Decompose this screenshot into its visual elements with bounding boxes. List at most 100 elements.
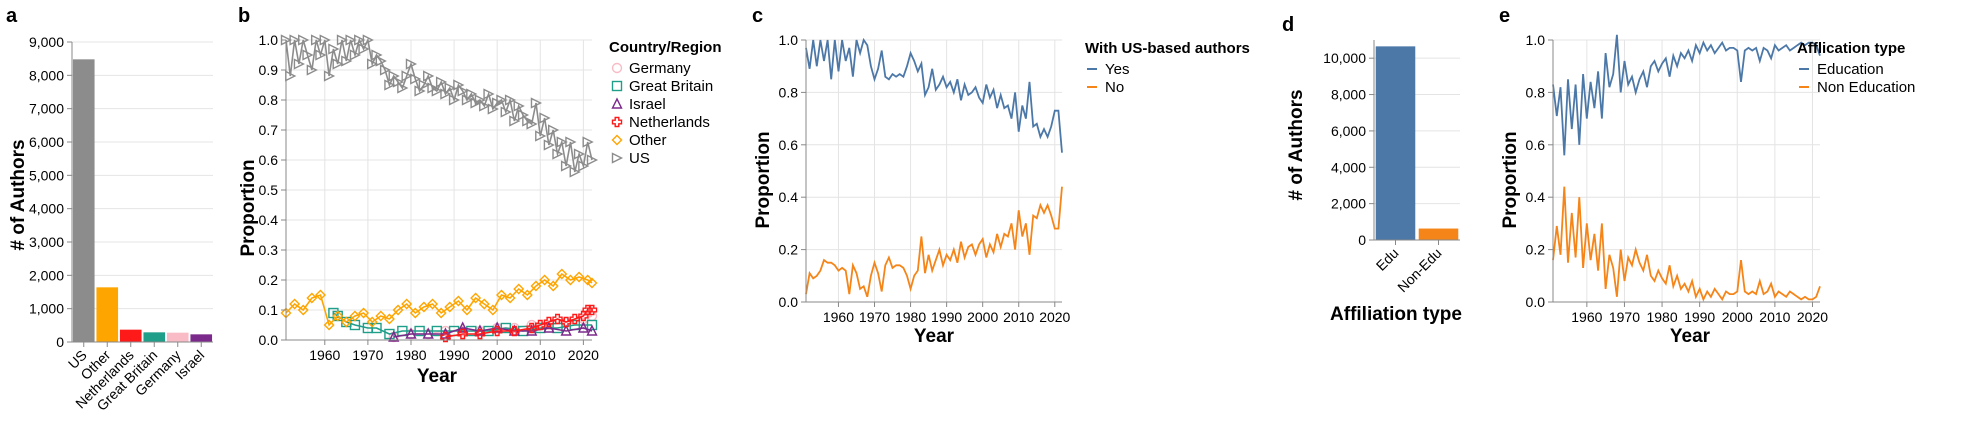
series-line-other: [285, 272, 593, 327]
point-other: [306, 292, 318, 304]
point-other: [409, 307, 421, 319]
point-us: [526, 118, 538, 130]
point-us: [375, 55, 387, 67]
legend-label-israel: Israel: [629, 96, 666, 113]
point-us: [410, 73, 422, 85]
point-us: [423, 70, 435, 82]
point-netherlands: [440, 331, 451, 343]
point-us: [509, 115, 521, 127]
x-tick-label: 1960: [1571, 309, 1602, 325]
legend-symbol-other: [611, 134, 623, 146]
point-other: [401, 298, 413, 310]
point-us: [582, 136, 594, 148]
bar-non-edu: [1418, 228, 1459, 240]
panel-c-chart: c 0.0 0.2 0.4 0.6 0.8 1.0 1960 1970 1980 1990 2000…: [752, 5, 1250, 347]
point-us: [293, 58, 305, 70]
series-line-yes: [805, 37, 1063, 153]
y-tick-label: 0.0: [1526, 294, 1546, 310]
point-netherlands: [457, 328, 468, 340]
point-us: [504, 94, 517, 106]
point-us: [379, 64, 392, 76]
point-other: [340, 316, 352, 328]
point-us: [315, 49, 327, 61]
point-us: [500, 106, 512, 118]
point-netherlands: [474, 328, 486, 340]
panel-a-grid: [72, 41, 213, 343]
y-tick-label: 0: [56, 334, 64, 350]
panel-d-label: d: [1282, 14, 1294, 36]
point-israel: [457, 321, 469, 333]
point-other: [547, 280, 559, 292]
y-tick-label: 1.0: [779, 32, 799, 48]
panel-c-series: [805, 37, 1063, 298]
point-netherlands: [586, 304, 598, 316]
y-tick-label: 0.6: [1526, 137, 1546, 153]
bar-other: [96, 287, 119, 342]
point-other: [289, 298, 301, 310]
panel-b-xlabel: Year: [417, 366, 458, 387]
point-us: [302, 49, 314, 61]
y-tick-label: 4,000: [1331, 159, 1366, 175]
y-tick-label: 8,000: [29, 67, 64, 83]
panel-d-bars: [1375, 46, 1459, 241]
series-line-great-britain: [332, 312, 592, 335]
panel-e-series: [1552, 34, 1821, 302]
point-us: [336, 34, 349, 46]
point-us: [354, 34, 366, 46]
legend-label-great-britain: Great Britain: [629, 78, 713, 95]
panel-e-ylabel: Proportion: [1500, 131, 1521, 228]
point-us: [401, 70, 413, 82]
point-us: [341, 55, 353, 67]
panel-b-chart: b 0.0 0.1 0.2 0.3 0.4 0.5 0.6 0.7 0.8 0.9 1.0 1960 1…: [238, 5, 722, 387]
point-other: [478, 298, 490, 310]
point-other: [297, 304, 309, 316]
x-tick-label: 1970: [1609, 309, 1640, 325]
bar-germany: [166, 332, 189, 342]
panel-d-ylabel: # of Authors: [1286, 89, 1307, 200]
legend-label-non-education: Non Education: [1817, 79, 1915, 96]
y-tick-label: 0.1: [259, 302, 279, 318]
panel-a-bars: [72, 59, 213, 342]
point-us: [586, 154, 599, 166]
x-tick-label: 2020: [1039, 309, 1070, 325]
point-us: [289, 34, 301, 46]
point-us: [310, 34, 323, 46]
point-netherlands: [535, 319, 546, 331]
x-tick-label: 2000: [482, 347, 513, 363]
point-us: [457, 85, 469, 97]
point-other: [513, 283, 525, 295]
point-israel: [405, 327, 417, 339]
point-other: [573, 271, 585, 283]
x-tick-label: 1970: [352, 347, 383, 363]
panel-a-chart: a 0 1,000 2,000 3,000 4,000 5,000 6,000 7,000 8,…: [6, 5, 213, 414]
series-line-non-education: [1552, 186, 1821, 302]
x-tick-label: 1990: [439, 347, 470, 363]
point-other: [461, 304, 473, 316]
series-line-education: [1552, 34, 1821, 156]
point-us: [405, 58, 418, 70]
legend-label-germany: Germany: [629, 60, 691, 77]
point-other: [349, 310, 361, 322]
point-us: [298, 34, 310, 46]
point-us: [466, 88, 478, 100]
point-great-britain: [414, 325, 425, 337]
point-other: [496, 289, 507, 301]
point-israel: [388, 330, 400, 342]
point-other: [435, 307, 447, 319]
y-tick-label: 6,000: [29, 134, 64, 150]
panel-e-grid: [1553, 39, 1820, 303]
x-tick-label: 2020: [1797, 309, 1828, 325]
point-us: [358, 43, 370, 55]
point-us: [444, 82, 456, 94]
x-tick-label: 1960: [309, 347, 340, 363]
point-other: [358, 307, 370, 319]
point-other: [383, 313, 395, 325]
x-tick-label: 2010: [525, 347, 556, 363]
y-tick-label: 2,000: [29, 267, 64, 283]
legend-symbol-israel: [611, 97, 623, 109]
point-netherlands: [560, 316, 572, 328]
point-us: [328, 43, 340, 55]
x-tick-label: 1980: [895, 309, 926, 325]
point-us: [573, 148, 586, 160]
